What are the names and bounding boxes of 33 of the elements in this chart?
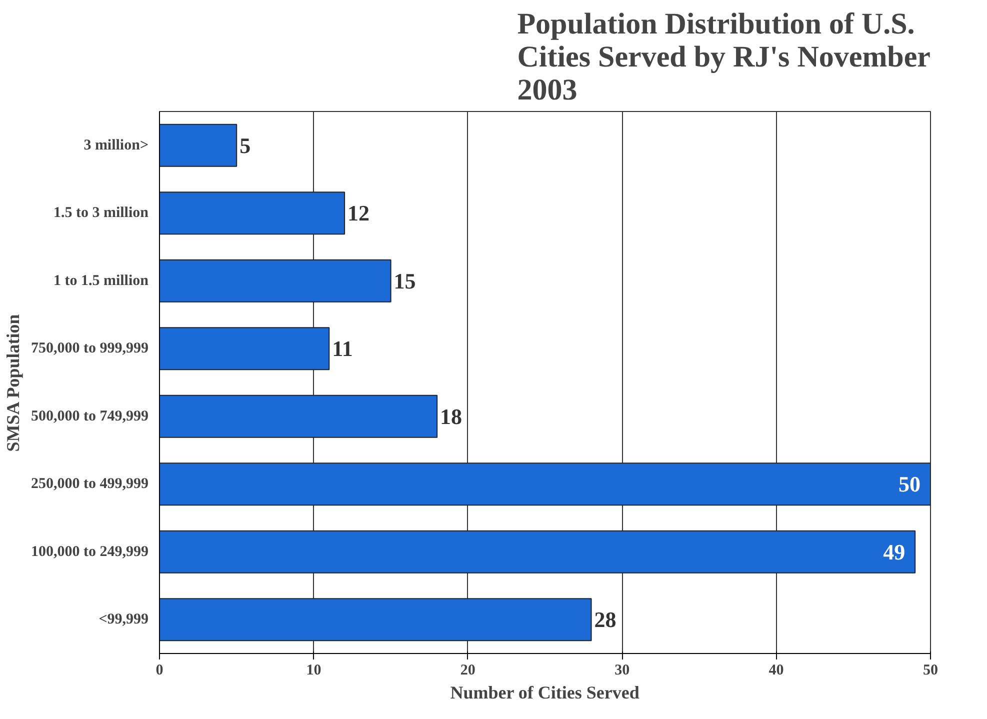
data-label: 18	[440, 404, 462, 429]
bar	[160, 530, 916, 574]
y-tick-label: 3 million>	[84, 137, 149, 154]
data-label: 28	[594, 607, 616, 632]
x-tick-label: 20	[460, 662, 476, 678]
bar	[160, 394, 438, 438]
x-tick-label: 40	[768, 662, 784, 678]
y-tick-label: 500,000 to 749,999	[31, 408, 149, 424]
data-label: 15	[394, 268, 416, 294]
y-tick-label: 1 to 1.5 million	[54, 272, 150, 289]
y-tick-label: 250,000 to 499,999	[31, 476, 149, 492]
bar	[160, 462, 930, 506]
bar	[160, 327, 330, 370]
bar	[160, 598, 592, 642]
data-label: 49	[883, 539, 906, 564]
y-tick-label: <99,999	[98, 612, 149, 628]
chart-title: Population Distribution of U.S. Cities Served by RJ's November 2003	[517, 8, 931, 106]
y-tick-label: 1.5 to 3 million	[54, 205, 150, 222]
data-label: 11	[332, 336, 353, 362]
data-label: 50	[898, 472, 920, 497]
y-axis-title: SMSA Population	[3, 314, 24, 452]
bar	[160, 124, 238, 167]
x-tick-label: 0	[156, 662, 164, 678]
bar	[160, 192, 346, 235]
x-axis-title: Number of Cities Served	[450, 682, 640, 702]
y-tick-label: 750,000 to 999,999	[31, 340, 149, 357]
y-tick-label: 100,000 to 249,999	[31, 544, 149, 560]
x-tick-label: 30	[614, 662, 630, 678]
bar	[160, 259, 392, 302]
data-label: 5	[240, 132, 251, 158]
data-label: 12	[348, 200, 370, 226]
x-tick-label: 10	[306, 662, 322, 678]
x-tick-label: 50	[923, 662, 938, 678]
